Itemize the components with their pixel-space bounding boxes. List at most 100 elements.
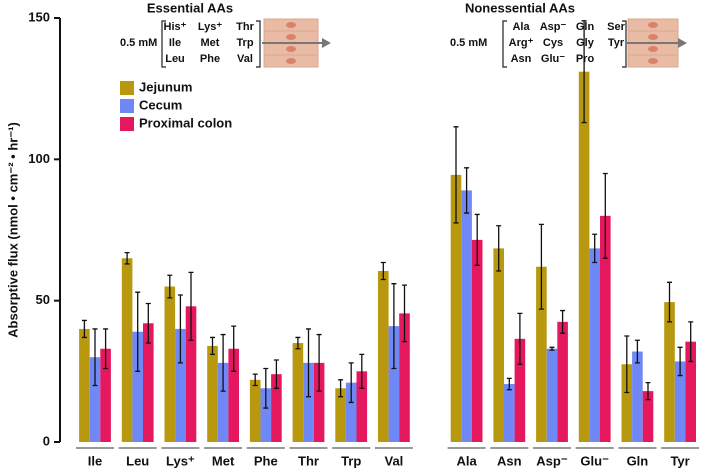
error-bar bbox=[273, 359, 279, 389]
bar bbox=[388, 326, 400, 442]
y-tick-label: 100 bbox=[28, 151, 50, 166]
inset-amino-acid: Asp⁻ bbox=[540, 21, 567, 33]
error-bar bbox=[464, 167, 470, 214]
inset-amino-acid: Arg⁺ bbox=[509, 37, 534, 49]
bar bbox=[313, 362, 325, 442]
bar bbox=[493, 248, 504, 442]
inset-essential-art bbox=[161, 18, 331, 68]
error-bar bbox=[506, 377, 512, 391]
error-bar bbox=[263, 367, 269, 409]
error-bar bbox=[306, 328, 311, 398]
bar bbox=[461, 190, 472, 442]
error-bar bbox=[517, 312, 523, 365]
error-bar bbox=[145, 302, 151, 344]
bar bbox=[600, 215, 611, 442]
error-bar bbox=[677, 346, 683, 377]
x-tick-label: Leu bbox=[126, 453, 149, 468]
bar bbox=[378, 270, 389, 442]
error-bar bbox=[359, 353, 365, 389]
error-bar bbox=[538, 223, 544, 310]
bar bbox=[185, 306, 197, 442]
inset-amino-acid: Val bbox=[237, 53, 253, 65]
bar bbox=[356, 371, 368, 442]
error-bar bbox=[634, 339, 640, 364]
inset-amino-acid: Ala bbox=[512, 21, 530, 33]
x-tick-label: Asp⁻ bbox=[536, 453, 568, 468]
error-bar bbox=[402, 284, 407, 343]
inset-amino-acid: Ile bbox=[169, 37, 181, 49]
bar bbox=[228, 348, 239, 442]
bar bbox=[536, 266, 547, 442]
error-bar bbox=[348, 362, 354, 404]
error-bar bbox=[592, 233, 598, 264]
inset-amino-acid: Pro bbox=[576, 53, 595, 65]
legend-label: Proximal colon bbox=[139, 115, 232, 130]
bar bbox=[303, 362, 314, 442]
error-bar bbox=[602, 172, 608, 259]
bar bbox=[345, 382, 357, 442]
bar bbox=[143, 323, 154, 442]
x-tick-label: Trp bbox=[341, 453, 361, 468]
bar bbox=[546, 348, 558, 442]
legend-swatch bbox=[120, 117, 134, 131]
bar bbox=[557, 321, 568, 442]
x-tick-label: Gln bbox=[627, 453, 649, 468]
bar bbox=[632, 351, 643, 442]
inset-title: Nonessential AAs bbox=[465, 0, 575, 15]
error-bar bbox=[220, 333, 226, 392]
bar bbox=[621, 364, 633, 442]
error-bar bbox=[210, 336, 215, 356]
inset-amino-acid: Gly bbox=[576, 37, 595, 49]
error-bar bbox=[549, 346, 555, 351]
x-tick-label: Val bbox=[385, 453, 404, 468]
x-tick-label: Ala bbox=[456, 453, 477, 468]
bar bbox=[664, 302, 675, 442]
error-bar bbox=[252, 373, 258, 387]
bar bbox=[292, 343, 304, 442]
inset-amino-acid: Leu bbox=[165, 53, 185, 65]
x-tick-label: Ile bbox=[88, 453, 102, 468]
error-bar bbox=[167, 274, 173, 299]
error-bar bbox=[453, 126, 459, 224]
bar bbox=[100, 348, 111, 442]
y-tick-label: 150 bbox=[28, 9, 50, 24]
error-bar bbox=[688, 321, 694, 363]
inset-amino-acid: Cys bbox=[543, 37, 563, 49]
bar bbox=[685, 341, 696, 442]
bar bbox=[249, 379, 261, 442]
y-tick-label: 0 bbox=[43, 433, 50, 448]
bar bbox=[271, 374, 282, 442]
y-tick-label: 50 bbox=[36, 292, 50, 307]
error-bar bbox=[338, 379, 344, 398]
inset-concentration: 0.5 mM bbox=[120, 37, 157, 49]
error-bar bbox=[474, 213, 480, 266]
legend-swatch bbox=[120, 99, 134, 113]
bar bbox=[589, 248, 600, 442]
x-tick-label: Met bbox=[212, 453, 235, 468]
inset-amino-acid: Lys⁺ bbox=[198, 21, 223, 33]
bar bbox=[175, 328, 186, 442]
inset-amino-acid: Met bbox=[201, 37, 220, 49]
inset-amino-acid: Gln bbox=[576, 21, 595, 33]
error-bar bbox=[380, 261, 386, 281]
bar bbox=[121, 258, 133, 442]
error-bar bbox=[645, 381, 651, 401]
error-bar bbox=[124, 251, 130, 265]
inset-amino-acid: Trp bbox=[236, 37, 253, 49]
bar bbox=[335, 388, 346, 442]
bar bbox=[207, 345, 218, 442]
bar bbox=[132, 331, 143, 442]
error-bar bbox=[231, 325, 237, 372]
error-bar bbox=[177, 294, 183, 364]
error-bar bbox=[391, 283, 397, 370]
bar bbox=[471, 239, 483, 442]
bar bbox=[217, 362, 229, 442]
error-bar bbox=[667, 281, 672, 323]
inset-amino-acid: Tyr bbox=[608, 37, 625, 49]
error-bar bbox=[581, 20, 587, 124]
legend-label: Jejunum bbox=[139, 79, 192, 94]
bar bbox=[504, 384, 515, 442]
legend-swatch bbox=[120, 81, 134, 95]
y-axis-label: Absorptive flux (nmol • cm⁻² • hr⁻¹) bbox=[5, 122, 20, 338]
